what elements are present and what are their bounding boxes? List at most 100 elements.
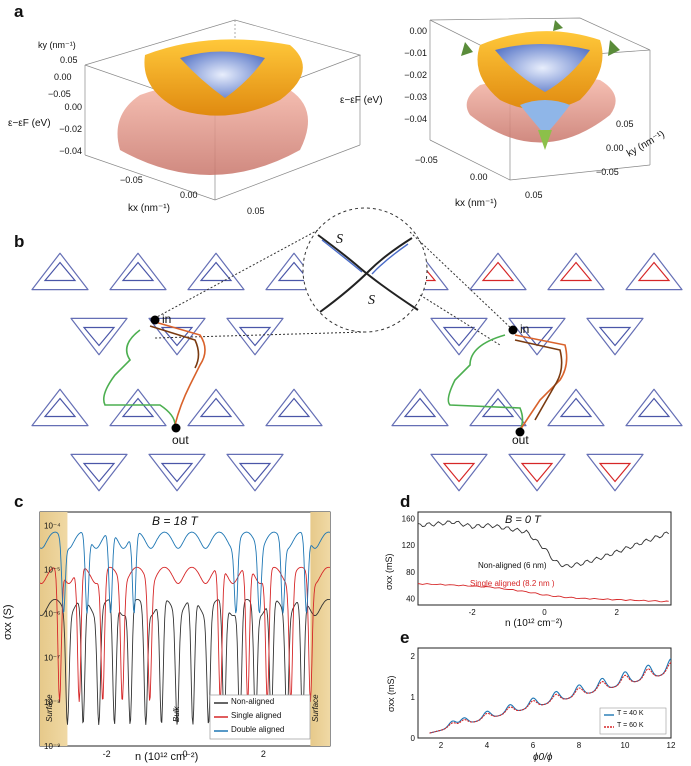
inner-contour — [121, 397, 155, 418]
dirac-cone-lower — [520, 100, 570, 135]
legend-entry-60k: T = 60 K — [617, 722, 644, 729]
tick: −0.03 — [404, 92, 427, 102]
x-tick-label: 2 — [261, 749, 266, 759]
fermi-contour — [625, 388, 683, 427]
inner-contour — [277, 261, 311, 282]
fermi-contour — [109, 388, 167, 427]
y-tick-label: 40 — [406, 594, 415, 603]
y-tick-label: 80 — [406, 568, 415, 577]
a-left-kx-label: kx (nm⁻¹) — [128, 203, 170, 214]
x-tick-label: 4 — [485, 741, 490, 750]
fermi-contour — [31, 252, 89, 291]
band-structure-3d-left — [84, 19, 362, 201]
fermi-contour — [391, 388, 449, 427]
out-contact-left — [171, 423, 181, 433]
legend-entry-double: Double aligned — [231, 725, 285, 734]
panel-b-lattice-left — [31, 252, 323, 492]
x-tick-label: 2 — [439, 741, 444, 750]
series-line — [39, 566, 331, 702]
tick: 0.00 — [180, 190, 198, 200]
y-tick-label: 10⁻⁹ — [44, 742, 61, 751]
fermi-pocket-surface — [180, 51, 265, 98]
fermi-contour — [469, 252, 527, 291]
tick: 0.00 — [64, 102, 82, 112]
d-ylabel: σxx (mS) — [384, 553, 394, 590]
surface-left-label: Surface — [45, 694, 54, 722]
a-right-ky-ticks: 0.05 0.00 −0.05 — [596, 112, 634, 184]
c-title: B = 18 T — [152, 514, 198, 528]
inner-contour — [277, 397, 311, 418]
inner-contour — [160, 462, 194, 483]
inner-contour — [82, 462, 116, 483]
fermi-contour — [187, 252, 245, 291]
series-line — [417, 520, 669, 569]
a-left-ky-ticks: 0.05 0.00 −0.05 — [48, 52, 78, 103]
fermi-contour — [625, 252, 683, 291]
surface-right-label: Surface — [311, 694, 320, 722]
band-structure-3d-right — [429, 17, 651, 181]
inner-contour — [199, 397, 233, 418]
x-tick-label: -2 — [103, 749, 111, 759]
surface-region-left — [40, 512, 68, 746]
in-contact-right — [508, 325, 518, 335]
y-tick-label: 10⁻⁷ — [44, 654, 60, 663]
fermi-contour — [586, 317, 644, 356]
plot-frame-d — [417, 511, 672, 606]
spin-crossing-diagram — [317, 234, 419, 313]
x-tick-label: 6 — [531, 741, 536, 750]
panel-label-b: b — [14, 232, 25, 251]
fermi-contour — [430, 453, 488, 492]
in-label-right: in — [520, 322, 530, 336]
green-cone — [538, 130, 552, 150]
tick: 0.05 — [525, 190, 543, 200]
inner-contour — [43, 397, 77, 418]
tick: 0.00 — [409, 26, 427, 36]
tick: 0.05 — [60, 55, 78, 65]
y-tick-label: 0 — [411, 734, 416, 743]
zoom-inset-circle — [302, 207, 428, 333]
out-contact-right — [515, 427, 525, 437]
c-xlabel: n (10¹² cm⁻²) — [135, 751, 199, 763]
series-line — [429, 662, 672, 734]
c-ylabel: σxx (S) — [2, 604, 14, 640]
zoom-guide-line — [409, 231, 516, 333]
inner-contour — [559, 397, 593, 418]
y-tick-label: 1 — [411, 693, 416, 702]
fermi-pocket-surface-right — [495, 44, 590, 92]
fermi-contour — [148, 317, 206, 356]
a-left-ky-label: ky (nm⁻¹) — [38, 40, 76, 50]
tick: −0.02 — [404, 70, 427, 80]
out-label-right: out — [512, 433, 529, 447]
x-tick-label: 2 — [615, 608, 620, 617]
inner-contour — [238, 462, 272, 483]
y-tick-label: 160 — [402, 515, 416, 524]
a-left-z-ticks: 0.00 −0.02 −0.04 — [48, 96, 82, 162]
trajectory-right — [447, 334, 568, 431]
fermi-contour — [508, 453, 566, 492]
fermi-contour — [547, 388, 605, 427]
fermi-contour — [70, 453, 128, 492]
tick: 0.00 — [54, 72, 72, 82]
bulk-label: Bulk — [172, 706, 181, 722]
surface-region-right — [310, 512, 330, 746]
panel-d-plot: 40 80 120 160 -2 0 2 — [402, 511, 672, 617]
d-xlabel: n (10¹² cm⁻²) — [505, 618, 563, 629]
x-tick-label: 8 — [577, 741, 582, 750]
tick: −0.04 — [404, 114, 427, 124]
y-tick-label: 10⁻⁸ — [44, 698, 61, 707]
tick: 0.00 — [470, 172, 488, 182]
tick: 0.00 — [606, 143, 624, 153]
legend-e — [599, 707, 667, 735]
panel-c-plot: 10⁻⁴ 10⁻⁵ 10⁻⁶ 10⁻⁷ 10⁻⁸ 10⁻⁹ -2 0 2 — [39, 511, 331, 759]
fermi-contour — [187, 388, 245, 427]
y-tick-label: 10⁻⁶ — [44, 610, 60, 619]
tick: −0.05 — [120, 175, 143, 185]
y-tick-label: 2 — [411, 652, 416, 661]
y-tick-label: 120 — [402, 541, 416, 550]
in-contact-left — [150, 315, 160, 325]
x-tick-label: 0 — [542, 608, 547, 617]
d-title: B = 0 T — [505, 514, 541, 526]
inner-contour — [442, 462, 476, 483]
